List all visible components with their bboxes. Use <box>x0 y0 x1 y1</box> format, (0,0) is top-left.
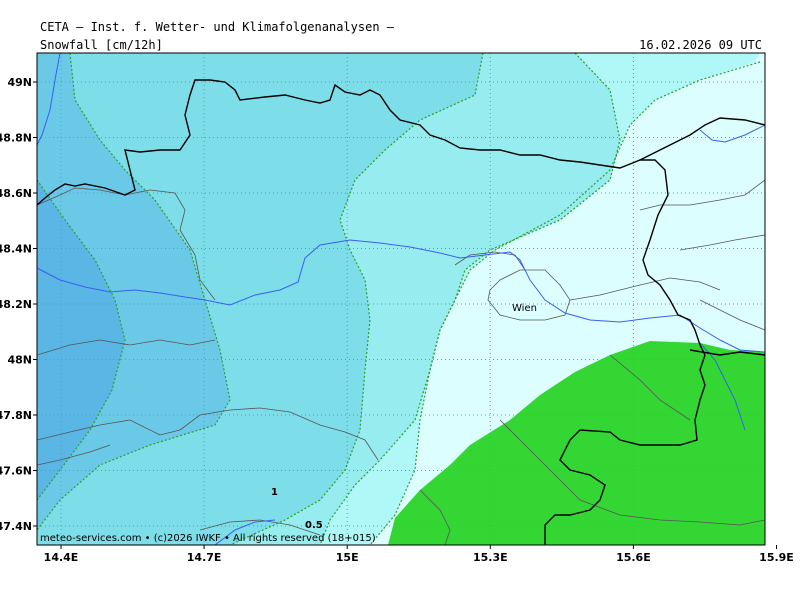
lat-tick-label: 47.4N <box>0 520 32 533</box>
river-north <box>37 53 61 146</box>
border-at-cz <box>37 79 706 356</box>
lat-tick-label: 47.6N <box>0 465 32 478</box>
title-bar: Snowfall [cm/12h] 16.02.2026 09 UTC <box>37 38 765 52</box>
lon-tick-label: 15.6E <box>616 551 651 564</box>
longitude-axis: 14.4E14.7E15E15.3E15.6E15.9E16.2E16.5E16… <box>44 545 794 564</box>
lon-tick-label: 14.4E <box>44 551 79 564</box>
variable-title: Snowfall [cm/12h] <box>40 38 163 52</box>
footer-credit: meteo-services.com • (c)2026 IWKF • All … <box>40 533 376 544</box>
isoline-4 <box>37 53 231 531</box>
source-line: CETA – Inst. f. Wetter- und Klimafolgena… <box>40 20 395 34</box>
isolines <box>37 53 761 545</box>
border-cz-sk <box>639 117 765 161</box>
lat-tick-label: 47.8N <box>0 409 32 422</box>
border-sk-hu <box>689 349 765 356</box>
isoline-5 <box>37 179 126 501</box>
lat-tick-label: 48.8N <box>0 132 32 145</box>
lat-tick-label: 48.6N <box>0 187 32 200</box>
map-frame <box>36 52 766 546</box>
grid-lines <box>37 53 765 545</box>
lon-tick-label: 15E <box>336 551 359 564</box>
river-se <box>699 342 746 431</box>
city-label-wien: Wien <box>512 303 537 314</box>
lon-tick-label: 14.7E <box>187 551 222 564</box>
lat-tick-label: 48.2N <box>0 298 32 311</box>
lat-tick-label: 49N <box>7 76 32 89</box>
lon-tick-label: 15.9E <box>759 551 794 564</box>
border-at-hu <box>544 354 706 545</box>
lat-tick-label: 48N <box>7 354 32 367</box>
band-a <box>37 180 125 500</box>
snowfall-fields <box>37 53 765 545</box>
contour-label-0-5: 0.5 <box>305 520 323 531</box>
lon-tick-label: 15.3E <box>473 551 508 564</box>
rivers <box>37 53 765 545</box>
lat-tick-label: 48.4N <box>0 243 32 256</box>
river-east <box>699 124 765 143</box>
contour-label-1: 1 <box>271 487 278 498</box>
rain-area <box>388 341 765 545</box>
national-borders <box>37 79 765 545</box>
river-danube <box>37 239 765 353</box>
isoline-1 <box>369 61 761 545</box>
river-south <box>214 519 276 545</box>
valid-time: 16.02.2026 09 UTC <box>639 38 762 52</box>
latitude-axis: 49N 48.8N 48.6N 48.4N 48.2N 48N 47.8N 47.6N 47.4… <box>0 76 37 533</box>
